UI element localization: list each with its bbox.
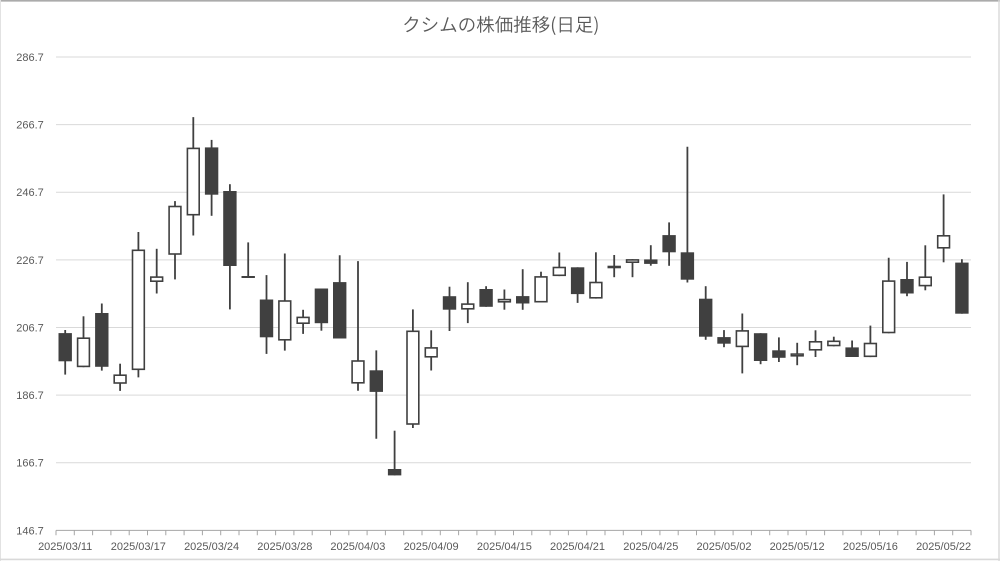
svg-text:2025/05/02: 2025/05/02 — [696, 541, 751, 553]
svg-text:266.7: 266.7 — [16, 120, 44, 132]
svg-text:2025/03/24: 2025/03/24 — [184, 541, 239, 553]
svg-text:2025/04/21: 2025/04/21 — [550, 541, 605, 553]
svg-text:166.7: 166.7 — [16, 458, 44, 470]
svg-text:286.7: 286.7 — [16, 52, 44, 64]
svg-text:2025/05/12: 2025/05/12 — [770, 541, 825, 553]
svg-text:2025/04/15: 2025/04/15 — [477, 541, 532, 553]
svg-text:186.7: 186.7 — [16, 390, 44, 402]
svg-text:206.7: 206.7 — [16, 322, 44, 334]
svg-text:226.7: 226.7 — [16, 255, 44, 267]
svg-text:2025/03/17: 2025/03/17 — [111, 541, 166, 553]
svg-text:246.7: 246.7 — [16, 187, 44, 199]
svg-text:2025/03/11: 2025/03/11 — [38, 541, 92, 553]
svg-text:146.7: 146.7 — [16, 525, 44, 537]
svg-text:2025/04/03: 2025/04/03 — [330, 541, 385, 553]
svg-text:2025/05/16: 2025/05/16 — [843, 541, 898, 553]
svg-text:2025/05/22: 2025/05/22 — [916, 541, 971, 553]
svg-text:2025/03/28: 2025/03/28 — [257, 541, 312, 553]
svg-text:2025/04/09: 2025/04/09 — [404, 541, 459, 553]
svg-text:2025/04/25: 2025/04/25 — [623, 541, 678, 553]
